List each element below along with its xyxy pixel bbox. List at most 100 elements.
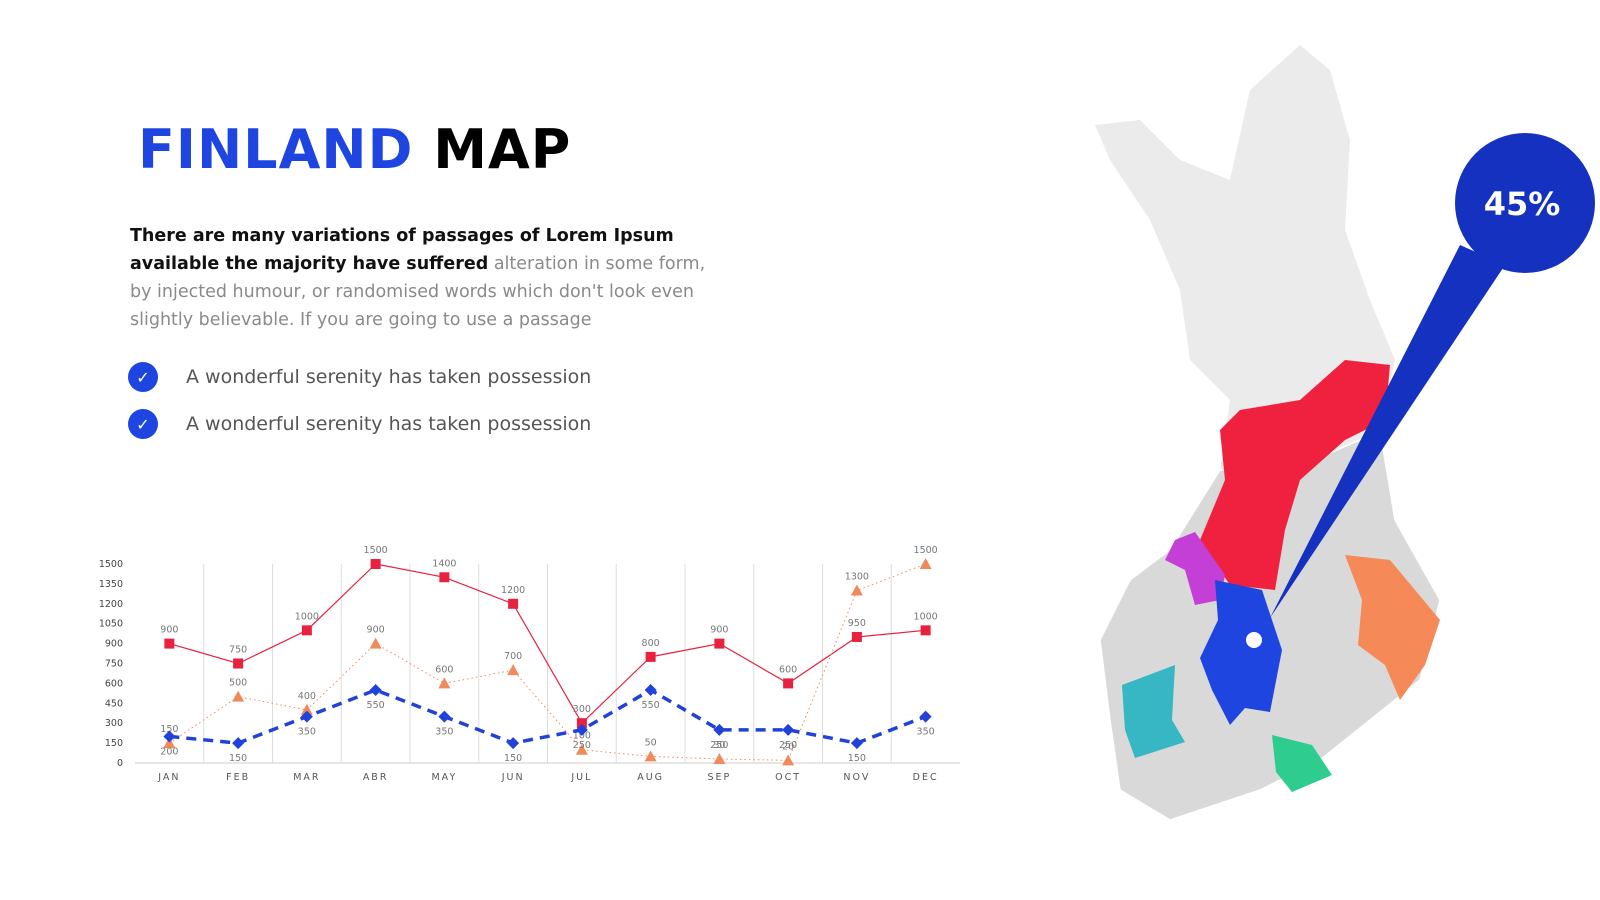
bullet-text: A wonderful serenity has taken possessio… bbox=[186, 413, 592, 435]
x-tick-label: SEP bbox=[707, 772, 731, 783]
map: 45% bbox=[1095, 45, 1595, 821]
x-tick-label: AUG bbox=[637, 772, 664, 783]
data-label: 100 bbox=[573, 731, 591, 742]
marker bbox=[575, 743, 588, 755]
marker bbox=[163, 730, 176, 743]
data-label: 550 bbox=[642, 700, 660, 711]
marker bbox=[508, 598, 519, 609]
data-label: 600 bbox=[435, 664, 453, 675]
data-label: 150 bbox=[504, 753, 522, 764]
callout-pointer bbox=[1270, 245, 1505, 618]
data-label: 750 bbox=[229, 645, 247, 656]
marker bbox=[713, 723, 726, 736]
data-label: 350 bbox=[435, 727, 453, 738]
marker bbox=[919, 558, 932, 569]
data-label: 600 bbox=[779, 664, 797, 675]
title-main: MAP bbox=[433, 118, 572, 181]
data-label: 900 bbox=[367, 625, 385, 636]
y-tick-label: 150 bbox=[105, 738, 123, 749]
data-label: 350 bbox=[917, 727, 935, 738]
chart: 0 150 300 450 600 750 900 1050 1200 1350 1500 JAN FE… bbox=[99, 545, 960, 783]
y-tick-label: 1050 bbox=[99, 619, 123, 630]
y-tick-label: 1500 bbox=[99, 559, 123, 570]
marker bbox=[438, 677, 451, 689]
marker bbox=[644, 750, 657, 762]
data-label: 300 bbox=[573, 704, 591, 715]
x-tick-label: ABR bbox=[363, 772, 389, 783]
paragraph: There are many variations of passages of… bbox=[130, 222, 730, 334]
data-label: 150 bbox=[160, 724, 178, 735]
marker bbox=[439, 572, 450, 583]
data-label: 400 bbox=[298, 691, 316, 702]
marker bbox=[713, 753, 726, 765]
data-label: 1300 bbox=[845, 572, 869, 583]
map-pin bbox=[1246, 632, 1262, 648]
y-tick-label: 600 bbox=[105, 678, 123, 689]
data-label: 150 bbox=[229, 753, 247, 764]
marker bbox=[644, 684, 657, 697]
bullet: ✓ A wonderful serenity has taken possessi… bbox=[128, 362, 591, 392]
title-accent: FINLAND bbox=[138, 118, 414, 181]
x-tick-label: MAR bbox=[293, 772, 320, 783]
marker bbox=[163, 737, 176, 749]
x-tick-label: NOV bbox=[843, 772, 870, 783]
marker bbox=[233, 658, 244, 669]
marker bbox=[370, 559, 381, 569]
y-tick-label: 900 bbox=[105, 639, 123, 650]
marker bbox=[438, 710, 451, 723]
data-label: 900 bbox=[160, 625, 178, 636]
marker bbox=[919, 710, 932, 723]
x-tick-label: JUN bbox=[501, 772, 525, 783]
x-tick-label: JUL bbox=[570, 772, 592, 783]
data-label: 1000 bbox=[295, 611, 319, 622]
region-green bbox=[1272, 735, 1332, 792]
data-label: 1200 bbox=[501, 585, 525, 596]
marker bbox=[507, 737, 520, 750]
callout-label: 45% bbox=[1484, 185, 1561, 223]
data-label: 250 bbox=[779, 740, 797, 751]
data-label: 30 bbox=[713, 740, 725, 751]
data-label: 950 bbox=[848, 618, 866, 629]
marker bbox=[232, 690, 245, 702]
marker bbox=[369, 684, 382, 697]
series-line bbox=[169, 563, 926, 761]
marker bbox=[645, 651, 656, 662]
data-label: 250 bbox=[710, 740, 728, 751]
marker bbox=[851, 631, 862, 642]
data-label: 1400 bbox=[432, 558, 456, 569]
region-purple bbox=[1165, 532, 1225, 605]
data-label: 50 bbox=[645, 737, 657, 748]
y-tick-label: 750 bbox=[105, 659, 123, 670]
marker bbox=[850, 737, 863, 750]
marker bbox=[576, 718, 587, 729]
marker bbox=[232, 737, 245, 750]
data-label: 20 bbox=[782, 741, 794, 752]
marker bbox=[782, 754, 795, 766]
region-blue bbox=[1200, 580, 1282, 725]
body-text: alteration in some form, by injected hum… bbox=[130, 254, 706, 330]
region-teal bbox=[1122, 665, 1185, 758]
marker bbox=[369, 637, 382, 649]
data-label: 150 bbox=[848, 753, 866, 764]
data-label: 1000 bbox=[914, 611, 938, 622]
data-label: 900 bbox=[710, 625, 728, 636]
bullet: ✓ A wonderful serenity has taken possessi… bbox=[128, 409, 591, 439]
x-tick-label: FEB bbox=[226, 772, 250, 783]
marker bbox=[714, 638, 725, 649]
data-label: 550 bbox=[367, 700, 385, 711]
x-tick-label: JAN bbox=[157, 772, 180, 783]
series-line bbox=[169, 563, 926, 725]
marker bbox=[575, 723, 588, 736]
y-tick-label: 1350 bbox=[99, 579, 123, 590]
marker bbox=[300, 703, 313, 715]
y-tick-label: 1200 bbox=[99, 599, 123, 610]
title: FINLAND MAP bbox=[138, 118, 571, 181]
data-label: 1500 bbox=[914, 545, 938, 556]
y-tick-label: 300 bbox=[105, 718, 123, 729]
data-label: 1500 bbox=[364, 545, 388, 556]
bullet-text: A wonderful serenity has taken possessio… bbox=[186, 366, 592, 388]
marker bbox=[783, 678, 794, 689]
marker bbox=[507, 664, 520, 676]
